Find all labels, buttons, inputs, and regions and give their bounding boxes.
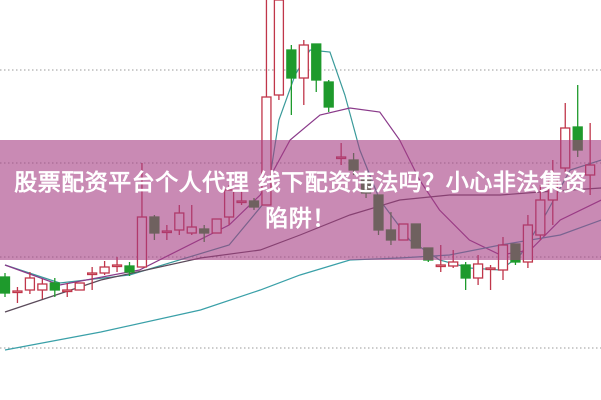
article-title: 股票配资平台个人代理 线下配资违法吗？小心非法集资陷阱！ (14, 170, 587, 232)
title-banner (0, 140, 601, 260)
candle-body (485, 267, 496, 271)
candle-body (99, 266, 110, 274)
candle-body (323, 81, 334, 108)
candle-body (273, 0, 285, 96)
candle-body (12, 290, 23, 294)
candle-body (74, 282, 85, 291)
candle-body (460, 264, 471, 279)
candle-body (49, 282, 60, 291)
candle-body (472, 263, 484, 279)
candle-body (448, 261, 459, 267)
candle-body (435, 264, 446, 268)
candle-body (24, 277, 36, 291)
candle-body (0, 276, 11, 294)
candle-body (286, 49, 297, 79)
candle-body (87, 272, 98, 276)
candle-body (311, 43, 322, 81)
candle-body (124, 265, 135, 273)
candle-body (62, 289, 73, 293)
candle-body (37, 283, 48, 291)
candle-body (111, 264, 123, 268)
candle-body (298, 44, 309, 79)
